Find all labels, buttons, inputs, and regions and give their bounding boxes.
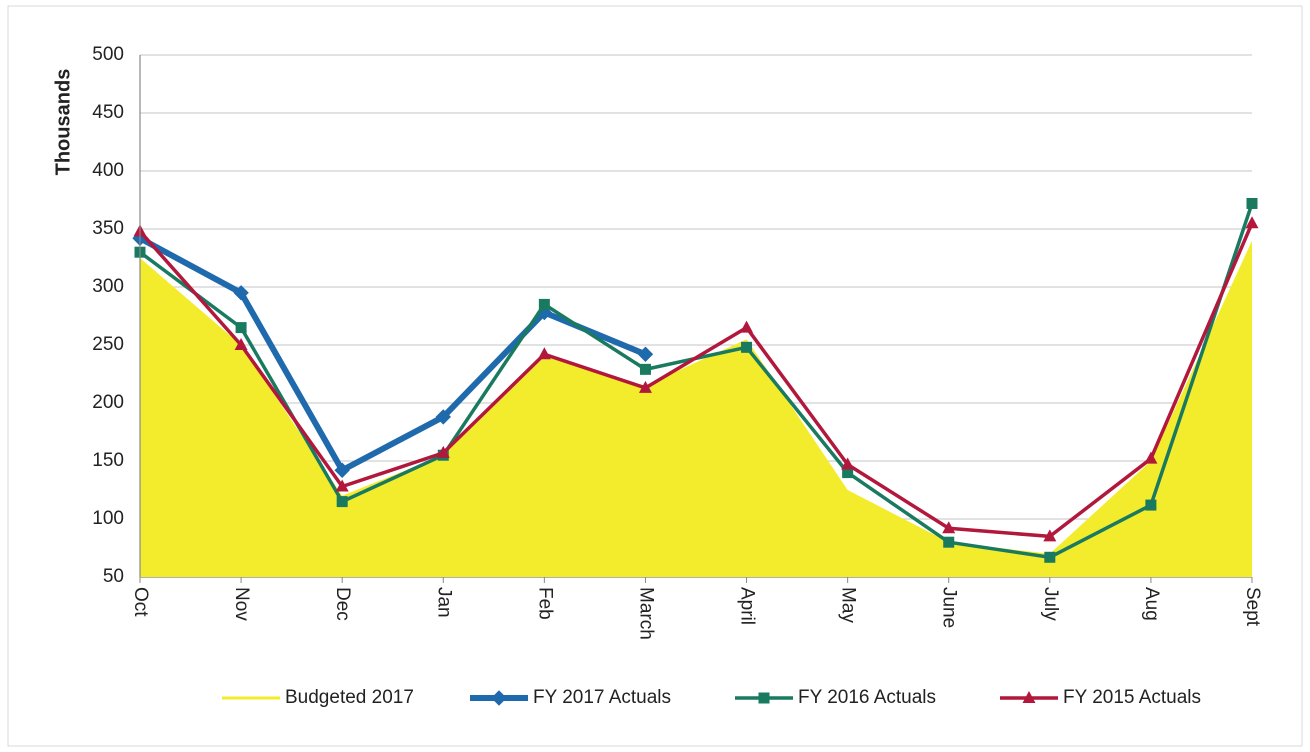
- point-marker: [1246, 197, 1258, 209]
- point-marker: [1044, 551, 1056, 563]
- legend-label: Budgeted 2017: [285, 687, 414, 708]
- point-marker: [1245, 216, 1259, 229]
- x-tick-label: March: [635, 587, 656, 640]
- x-tick-label: May: [838, 587, 859, 623]
- x-tick-label: Oct: [130, 587, 151, 617]
- point-marker: [335, 479, 349, 492]
- x-tick-label: Jan: [433, 587, 454, 618]
- legend-marker: [758, 692, 770, 704]
- point-marker: [435, 409, 451, 425]
- y-tick-label: 350: [92, 218, 124, 239]
- x-tick-label: Nov: [231, 587, 252, 621]
- y-tick-label: 400: [92, 160, 124, 181]
- legend-label: FY 2017 Actuals: [533, 687, 671, 708]
- y-tick-label: 300: [92, 276, 124, 297]
- point-marker: [334, 462, 350, 478]
- y-tick-label: 150: [92, 450, 124, 471]
- point-marker: [638, 380, 652, 393]
- point-marker: [741, 341, 753, 353]
- point-marker: [234, 338, 248, 350]
- point-marker: [842, 467, 854, 479]
- point-marker: [1145, 499, 1157, 511]
- y-axis-label: Thousands: [52, 69, 74, 176]
- y-tick-label: 200: [92, 392, 124, 413]
- x-tick-label: July: [1040, 587, 1061, 621]
- point-marker: [639, 363, 651, 375]
- point-marker: [235, 322, 247, 334]
- legend-label: FY 2015 Actuals: [1063, 687, 1201, 708]
- x-tick-label: Sept: [1242, 587, 1263, 627]
- point-marker: [637, 346, 654, 362]
- point-marker: [233, 285, 249, 301]
- legend-label: FY 2016 Actuals: [798, 687, 936, 708]
- point-marker: [436, 445, 450, 458]
- point-marker: [740, 320, 754, 333]
- y-tick-label: 100: [92, 508, 124, 529]
- y-tick-label: 50: [103, 566, 124, 587]
- point-marker: [841, 457, 855, 470]
- point-marker: [942, 521, 956, 534]
- point-marker: [943, 536, 955, 548]
- line: [138, 222, 1254, 539]
- x-tick-label: Aug: [1141, 587, 1162, 621]
- point-marker: [1144, 451, 1158, 464]
- point-marker: [1043, 529, 1057, 542]
- point-marker: [538, 298, 550, 310]
- line: [138, 235, 647, 474]
- x-tick-label: April: [737, 587, 758, 625]
- x-tick-label: Feb: [534, 587, 555, 620]
- point-marker: [537, 347, 551, 360]
- legend-marker: [1022, 691, 1036, 703]
- y-tick-label: 250: [92, 334, 124, 355]
- legend-marker: [491, 690, 507, 706]
- x-tick-label: June: [939, 587, 960, 628]
- point-marker: [336, 496, 348, 508]
- y-tick-label: 500: [92, 44, 124, 65]
- x-tick-label: Dec: [332, 587, 353, 621]
- area: [140, 240, 1252, 577]
- y-tick-label: 450: [92, 102, 124, 123]
